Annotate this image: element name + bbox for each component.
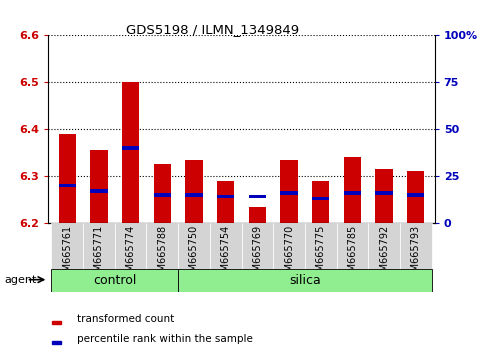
Bar (343, 157, 361, 223)
Text: silica: silica (289, 274, 321, 287)
Text: GSM665750: GSM665750 (189, 224, 199, 284)
FancyBboxPatch shape (52, 269, 178, 292)
Bar (375, 169, 393, 223)
Text: GSM665788: GSM665788 (157, 224, 167, 284)
FancyBboxPatch shape (83, 223, 115, 271)
Bar (154, 193, 171, 196)
Text: GSM665775: GSM665775 (316, 224, 326, 284)
Bar (122, 82, 140, 223)
Text: GSM665785: GSM665785 (347, 224, 357, 284)
Bar (249, 207, 266, 223)
Bar (217, 181, 234, 223)
Text: GSM665754: GSM665754 (221, 224, 231, 284)
FancyBboxPatch shape (146, 223, 178, 271)
FancyBboxPatch shape (178, 223, 210, 271)
Bar (185, 160, 203, 223)
Bar (407, 193, 425, 196)
Bar (375, 192, 393, 195)
FancyBboxPatch shape (305, 223, 337, 271)
FancyBboxPatch shape (52, 223, 83, 271)
FancyBboxPatch shape (368, 223, 400, 271)
Bar (249, 195, 266, 198)
Bar (185, 193, 203, 196)
FancyBboxPatch shape (337, 223, 368, 271)
Bar (312, 197, 329, 200)
Text: agent: agent (5, 275, 37, 285)
Text: GDS5198 / ILMN_1349849: GDS5198 / ILMN_1349849 (126, 23, 299, 36)
Text: GSM665770: GSM665770 (284, 224, 294, 284)
Bar (312, 181, 329, 223)
Text: GSM665792: GSM665792 (379, 224, 389, 284)
Text: control: control (93, 274, 137, 287)
Bar (90, 189, 108, 193)
Bar (122, 146, 140, 150)
FancyBboxPatch shape (400, 223, 431, 271)
Bar (90, 150, 108, 223)
FancyBboxPatch shape (115, 223, 146, 271)
FancyBboxPatch shape (178, 269, 431, 292)
Bar (58, 184, 76, 187)
Bar (217, 195, 234, 198)
Bar (343, 192, 361, 195)
FancyBboxPatch shape (242, 223, 273, 271)
FancyBboxPatch shape (273, 223, 305, 271)
Bar (58, 134, 76, 223)
Text: percentile rank within the sample: percentile rank within the sample (77, 333, 253, 344)
Text: GSM665793: GSM665793 (411, 224, 421, 284)
Bar (154, 164, 171, 223)
Bar (280, 192, 298, 195)
Text: GSM665761: GSM665761 (62, 224, 72, 284)
Text: GSM665769: GSM665769 (252, 224, 262, 284)
Bar (53, 341, 61, 344)
Text: GSM665771: GSM665771 (94, 224, 104, 284)
Bar (280, 160, 298, 223)
Bar (407, 171, 425, 223)
Bar (53, 321, 61, 324)
Text: GSM665774: GSM665774 (126, 224, 136, 284)
Text: transformed count: transformed count (77, 314, 174, 324)
FancyBboxPatch shape (210, 223, 242, 271)
